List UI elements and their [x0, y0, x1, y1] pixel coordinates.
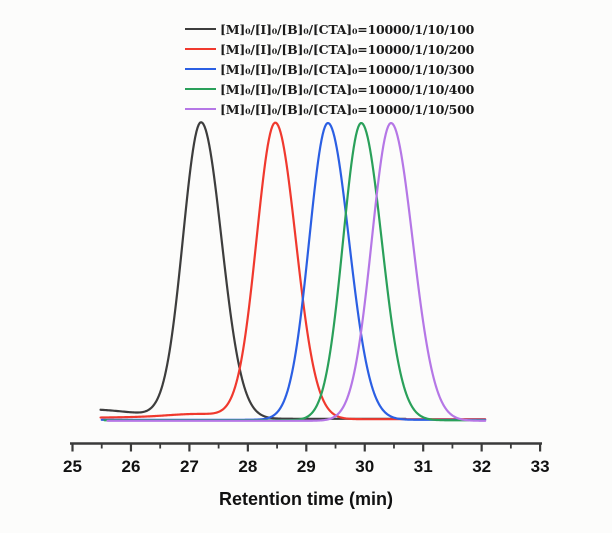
x-axis-tick-label: 26	[121, 457, 140, 476]
legend-label: [M]₀/[I]₀/[B]₀/[CTA]₀=10000/1/10/300	[220, 61, 475, 77]
curves-group	[99, 121, 487, 422]
legend-label: [M]₀/[I]₀/[B]₀/[CTA]₀=10000/1/10/200	[220, 41, 475, 57]
legend-label: [M]₀/[I]₀/[B]₀/[CTA]₀=10000/1/10/100	[220, 21, 475, 37]
legend-line-sample	[185, 68, 216, 70]
x-axis-tick-label: 30	[355, 457, 374, 476]
legend: [M]₀/[I]₀/[B]₀/[CTA]₀=10000/1/10/100 [M]₀…	[185, 19, 474, 119]
x-axis-tick-label: 25	[63, 457, 82, 476]
x-axis-tick-label: 28	[238, 457, 257, 476]
legend-line-sample	[185, 88, 216, 90]
x-axis-tick-label: 32	[472, 457, 491, 476]
legend-row-1: [M]₀/[I]₀/[B]₀/[CTA]₀=10000/1/10/100	[185, 19, 474, 39]
gpc-trace-5	[106, 122, 487, 422]
x-axis: 25 26 27 28 29 30 31 32 33	[63, 442, 550, 476]
legend-line-sample	[185, 28, 216, 30]
legend-label: [M]₀/[I]₀/[B]₀/[CTA]₀=10000/1/10/400	[220, 81, 475, 97]
legend-row-3: [M]₀/[I]₀/[B]₀/[CTA]₀=10000/1/10/300	[185, 59, 474, 79]
gpc-trace-4	[103, 122, 486, 422]
legend-line-sample	[185, 108, 216, 110]
x-axis-tick-label: 27	[180, 457, 199, 476]
legend-label: [M]₀/[I]₀/[B]₀/[CTA]₀=10000/1/10/500	[220, 101, 475, 117]
legend-row-5: [M]₀/[I]₀/[B]₀/[CTA]₀=10000/1/10/500	[185, 99, 474, 119]
x-axis-title: Retention time (min)	[219, 489, 393, 509]
x-axis-tick-label: 29	[297, 457, 316, 476]
gpc-trace-2	[99, 121, 487, 421]
x-axis-tick-label: 33	[531, 457, 550, 476]
x-axis-tick-label: 31	[414, 457, 433, 476]
legend-line-sample	[185, 48, 216, 50]
legend-row-2: [M]₀/[I]₀/[B]₀/[CTA]₀=10000/1/10/200	[185, 39, 474, 59]
gpc-trace-3	[100, 122, 487, 421]
legend-row-4: [M]₀/[I]₀/[B]₀/[CTA]₀=10000/1/10/400	[185, 79, 474, 99]
